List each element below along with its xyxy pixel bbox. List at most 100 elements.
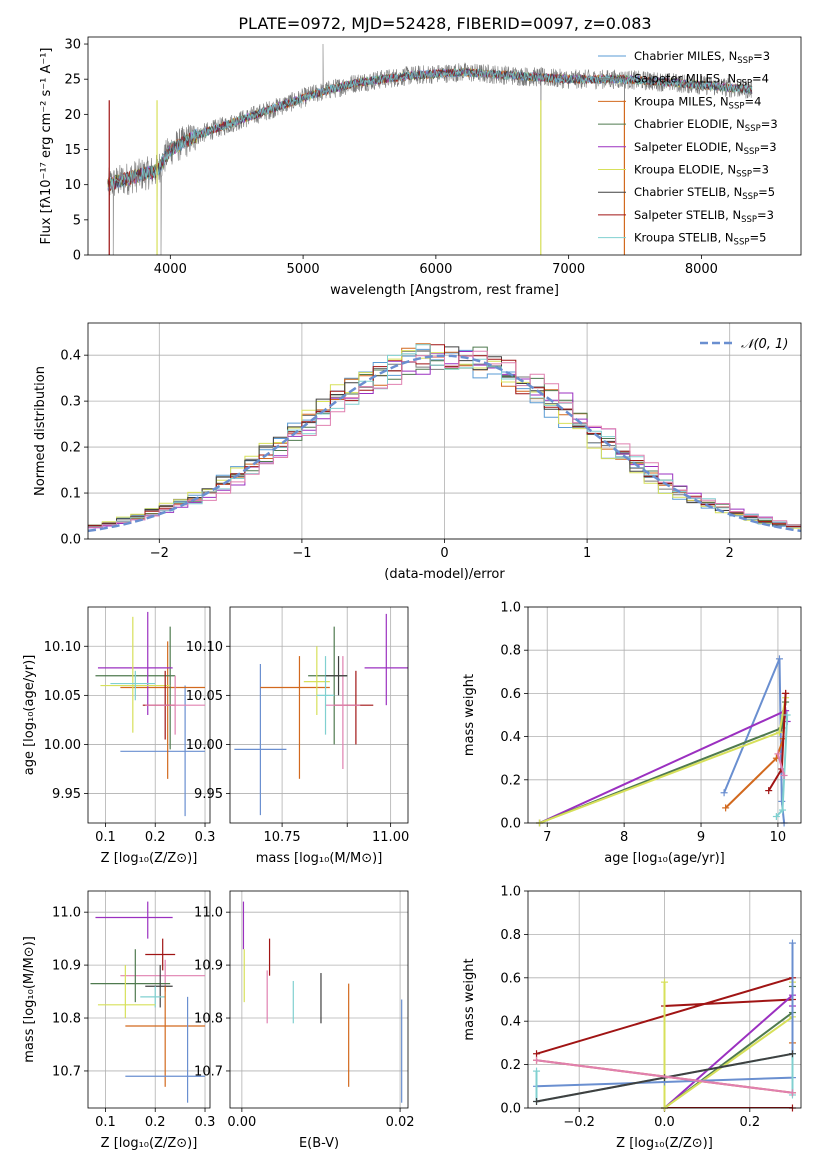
legend-tail: =5 <box>749 231 766 245</box>
y-tick-label: 0.4 <box>500 1015 521 1030</box>
y-tick-label: 0.8 <box>500 644 521 659</box>
y-tick-label: 0.1 <box>60 487 81 502</box>
panel-mass-vs-Z: 0.1 0.2 0.3 10.7 10.8 10.9 11.0 Z [log₁₀(Z/Z⊙)]… <box>22 890 215 1151</box>
x-tick-label: 8000 <box>685 262 718 277</box>
legend-sub: SSP <box>736 170 752 180</box>
y-tick-label: 10.9 <box>194 959 223 974</box>
y-tick-label: 20 <box>64 108 81 123</box>
x-tick-label: 5000 <box>287 262 320 277</box>
panel-weight-vs-Z: −0.2 0.0 0.2 0.0 0.2 0.4 0.6 0.8 1.0 Z [log₁₀(Z/Z… <box>462 885 802 1151</box>
y-tick-label: 0.0 <box>500 1102 521 1117</box>
y-tick-label: 9.95 <box>52 787 81 802</box>
y-tick-label: 0.4 <box>500 730 521 745</box>
legend-entry: Chabrier MILES, NSSP=3 <box>634 49 770 66</box>
panel-age-vs-mass: 10.75 11.00 9.95 10.00 10.05 10.10 mass [log₁₀… <box>186 606 409 866</box>
figure-title: PLATE=0972, MJD=52428, FIBERID=0097, z=0… <box>238 14 651 33</box>
x-tick-label: 0.2 <box>739 1115 760 1130</box>
axes-frame <box>87 606 211 824</box>
panel-residuals: −2 −1 0 1 2 0.0 0.1 0.2 0.3 0.4 (data-model)/error… <box>33 322 802 582</box>
y-axis-label: Flux [fλ10⁻¹⁷ erg cm⁻² s⁻¹ A⁻¹] <box>39 48 54 245</box>
series-line <box>536 943 794 1088</box>
y-tick-label: 10.8 <box>194 1012 223 1027</box>
x-tick-label: −2 <box>150 546 169 561</box>
y-tick-label: 10 <box>64 178 81 193</box>
y-tick-label: 0.0 <box>60 533 81 548</box>
x-tick-label: 10.75 <box>263 830 300 845</box>
legend-entry: Salpeter STELIB, NSSP=3 <box>634 208 774 225</box>
y-tick-label: 10.10 <box>44 640 81 655</box>
series-line <box>536 976 794 1108</box>
axes-frame <box>229 606 409 824</box>
y-tick-label: 0.2 <box>500 773 521 788</box>
y-tick-label: 10.10 <box>186 640 223 655</box>
x-tick-label: 6000 <box>419 262 452 277</box>
legend-label: Kroupa MILES, N <box>634 94 729 108</box>
x-axis-label: E(B-V) <box>299 1136 339 1151</box>
spectrum-model-line <box>107 68 753 191</box>
legend-label: Chabrier ELODIE, N <box>634 117 745 131</box>
y-tick-label: 10.8 <box>52 1012 81 1027</box>
y-tick-label: 1.0 <box>500 885 521 900</box>
y-tick-label: 10.7 <box>194 1064 223 1079</box>
legend-label: Salpeter STELIB, N <box>634 208 741 222</box>
legend-entry: Chabrier STELIB, NSSP=5 <box>634 185 775 202</box>
legend-entry: Kroupa ELODIE, NSSP=3 <box>634 163 769 180</box>
y-tick-label: 0.2 <box>60 441 81 456</box>
y-tick-label: 10.00 <box>44 738 81 753</box>
legend-tail: =4 <box>752 72 769 86</box>
x-axis-label: Z [log₁₀(Z/Z⊙)] <box>616 1136 713 1151</box>
y-axis-label: Normed distribution <box>33 366 48 496</box>
y-tick-label: 0.4 <box>60 349 81 364</box>
legend-sub: SSP <box>742 192 758 202</box>
y-axis-label: mass [log₁₀(M/M⊙)] <box>22 936 37 1063</box>
panel-weight-vs-age: 7 8 9 10 0.0 0.2 0.4 0.6 0.8 1.0 age [log₁₀(age/yr… <box>462 601 802 866</box>
x-tick-label: 0.3 <box>195 830 216 845</box>
x-axis-label: (data-model)/error <box>384 567 505 582</box>
legend-sub: SSP <box>744 147 760 157</box>
legend-entry: Salpeter ELODIE, NSSP=3 <box>634 140 777 157</box>
y-tick-label: 5 <box>73 213 81 228</box>
x-tick-label: 0.2 <box>145 1115 166 1130</box>
x-axis-label: Z [log₁₀(Z/Z⊙)] <box>101 1136 198 1151</box>
series-line <box>539 697 787 823</box>
x-tick-label: 10 <box>770 830 787 845</box>
y-tick-label: 10.9 <box>52 959 81 974</box>
x-axis-label: wavelength [Angstrom, rest frame] <box>330 283 559 298</box>
histogram-step <box>88 350 801 531</box>
y-axis-label: mass weight <box>462 674 477 756</box>
y-tick-label: 10.00 <box>186 738 223 753</box>
x-tick-label: 2 <box>726 546 734 561</box>
x-tick-label: 0.00 <box>227 1115 256 1130</box>
y-tick-label: 30 <box>64 38 81 53</box>
x-tick-label: 0.1 <box>95 1115 116 1130</box>
legend-sub: SSP <box>736 79 752 89</box>
legend-label: Chabrier MILES, N <box>634 49 737 63</box>
y-tick-label: 0.8 <box>500 928 521 943</box>
x-tick-label: −1 <box>292 546 311 561</box>
panel-mass-vs-ebv: 0.00 0.02 10.7 10.8 10.9 11.0 E(B-V) <box>194 890 415 1151</box>
series-line <box>539 709 789 823</box>
axes-frame <box>527 890 802 1109</box>
y-tick-label: 0.2 <box>500 1058 521 1073</box>
spectrum-model-line <box>107 67 753 188</box>
y-tick-label: 0.6 <box>500 687 521 702</box>
x-tick-label: 11.00 <box>372 830 409 845</box>
legend-sub: SSP <box>745 124 761 134</box>
legend-label: Salpeter ELODIE, N <box>634 140 744 154</box>
legend-tail: =3 <box>752 163 769 177</box>
legend-label: Chabrier STELIB, N <box>634 185 742 199</box>
legend-label: Kroupa ELODIE, N <box>634 163 736 177</box>
x-tick-label: 0.02 <box>386 1115 415 1130</box>
legend-sub: SSP <box>734 238 750 248</box>
axes-frame <box>229 890 409 1109</box>
axes-frame <box>87 36 802 256</box>
legend-sub: SSP <box>729 101 745 111</box>
x-tick-label: 0.1 <box>95 830 116 845</box>
x-tick-label: 0.2 <box>145 830 166 845</box>
x-axis-label: Z [log₁₀(Z/Z⊙)] <box>101 851 198 866</box>
y-tick-label: 10.05 <box>44 689 81 704</box>
legend-tail: =4 <box>744 94 761 108</box>
x-tick-label: 7 <box>543 830 551 845</box>
y-tick-label: 10.05 <box>186 689 223 704</box>
